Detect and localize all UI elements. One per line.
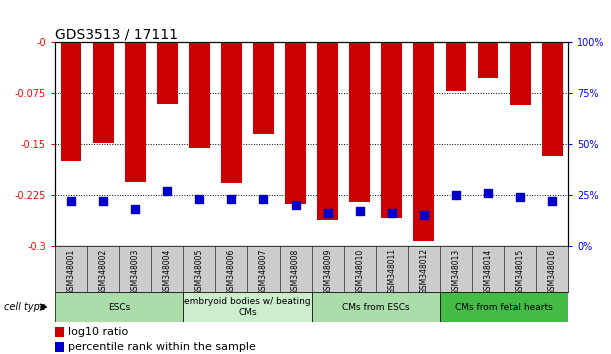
Point [323,211,332,216]
Text: GSM348002: GSM348002 [98,249,108,295]
Text: GSM348004: GSM348004 [163,249,172,295]
Text: GSM348005: GSM348005 [195,249,204,295]
Text: GSM348015: GSM348015 [516,249,525,295]
Bar [157,42,178,104]
Bar [510,42,530,105]
Point [451,192,461,198]
Text: GSM348006: GSM348006 [227,249,236,295]
Text: GSM348014: GSM348014 [483,249,492,295]
Text: GSM348007: GSM348007 [259,249,268,295]
Point [194,196,204,202]
Text: GDS3513 / 17111: GDS3513 / 17111 [55,27,178,41]
Text: percentile rank within the sample: percentile rank within the sample [68,342,255,352]
Point [66,198,76,204]
Bar [189,42,210,148]
Text: embryoid bodies w/ beating
CMs: embryoid bodies w/ beating CMs [184,297,311,317]
Bar [183,292,312,322]
Bar [445,42,466,91]
Text: GSM348016: GSM348016 [547,249,557,295]
Text: ESCs: ESCs [108,303,130,312]
Text: GSM348008: GSM348008 [291,249,300,295]
Point [355,209,365,214]
Text: log10 ratio: log10 ratio [68,327,128,337]
Point [227,196,236,202]
Bar [221,42,242,183]
Point [163,188,172,194]
Bar [55,327,64,337]
Bar [125,42,145,182]
Point [291,202,301,208]
Point [515,194,525,200]
Text: GSM348013: GSM348013 [452,249,461,295]
Bar [55,292,183,322]
Bar [60,42,81,161]
Text: GSM348003: GSM348003 [131,249,140,295]
Bar [349,42,370,202]
Bar [542,42,563,156]
Point [98,198,108,204]
Bar [478,42,499,79]
Point [258,196,268,202]
Bar [414,42,434,241]
Point [483,190,493,196]
Point [387,211,397,216]
Point [419,213,429,218]
Bar [381,42,402,217]
Text: GSM348012: GSM348012 [419,249,428,295]
Text: CMs from ESCs: CMs from ESCs [342,303,409,312]
Bar [285,42,306,204]
Text: GSM348010: GSM348010 [355,249,364,295]
Bar [440,292,568,322]
Text: GSM348011: GSM348011 [387,249,397,295]
Bar [55,342,64,353]
Bar [317,42,338,220]
Point [547,198,557,204]
Bar [312,292,440,322]
Text: cell type: cell type [4,302,46,312]
Point [130,207,140,212]
Text: GSM348001: GSM348001 [67,249,76,295]
Bar [93,42,114,143]
Text: GSM348009: GSM348009 [323,249,332,295]
Text: CMs from fetal hearts: CMs from fetal hearts [455,303,553,312]
Bar [253,42,274,134]
